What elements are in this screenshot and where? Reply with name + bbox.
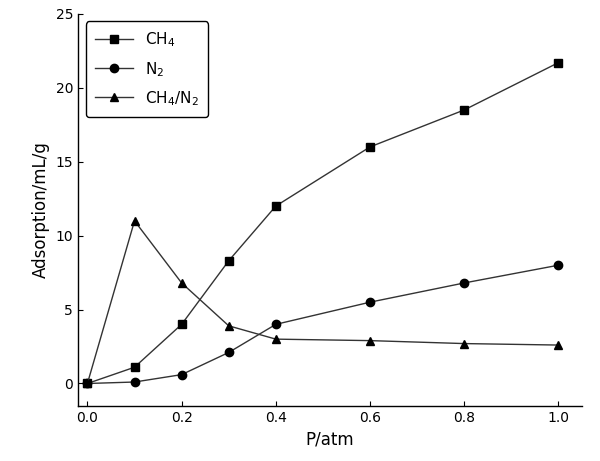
Legend: CH$_4$, N$_2$, CH$_4$/N$_2$: CH$_4$, N$_2$, CH$_4$/N$_2$ (86, 22, 208, 117)
CH$_4$/N$_2$ (461, 341, 468, 346)
N$_2$ (84, 381, 91, 386)
N$_2$ (225, 350, 232, 355)
Line: N$_2$: N$_2$ (83, 261, 563, 388)
N$_2$ (178, 372, 185, 378)
N$_2$ (461, 280, 468, 286)
N$_2$ (131, 379, 138, 385)
N$_2$ (367, 299, 374, 305)
CH$_4$ (555, 60, 562, 65)
N$_2$ (272, 322, 280, 327)
CH$_4$/N$_2$ (131, 218, 138, 224)
CH$_4$ (178, 322, 185, 327)
CH$_4$ (367, 144, 374, 150)
Y-axis label: Adsorption/mL/g: Adsorption/mL/g (32, 142, 50, 278)
CH$_4$/N$_2$ (225, 323, 232, 329)
CH$_4$/N$_2$ (178, 280, 185, 286)
CH$_4$ (84, 381, 91, 386)
CH$_4$/N$_2$ (555, 342, 562, 348)
CH$_4$ (131, 365, 138, 370)
Line: CH$_4$: CH$_4$ (83, 59, 563, 388)
CH$_4$/N$_2$ (272, 337, 280, 342)
N$_2$ (555, 262, 562, 268)
CH$_4$/N$_2$ (84, 381, 91, 386)
CH$_4$ (225, 258, 232, 264)
CH$_4$ (461, 107, 468, 112)
X-axis label: P/atm: P/atm (305, 430, 355, 448)
CH$_4$ (272, 203, 280, 209)
Line: CH$_4$/N$_2$: CH$_4$/N$_2$ (83, 217, 563, 388)
CH$_4$/N$_2$ (367, 338, 374, 343)
